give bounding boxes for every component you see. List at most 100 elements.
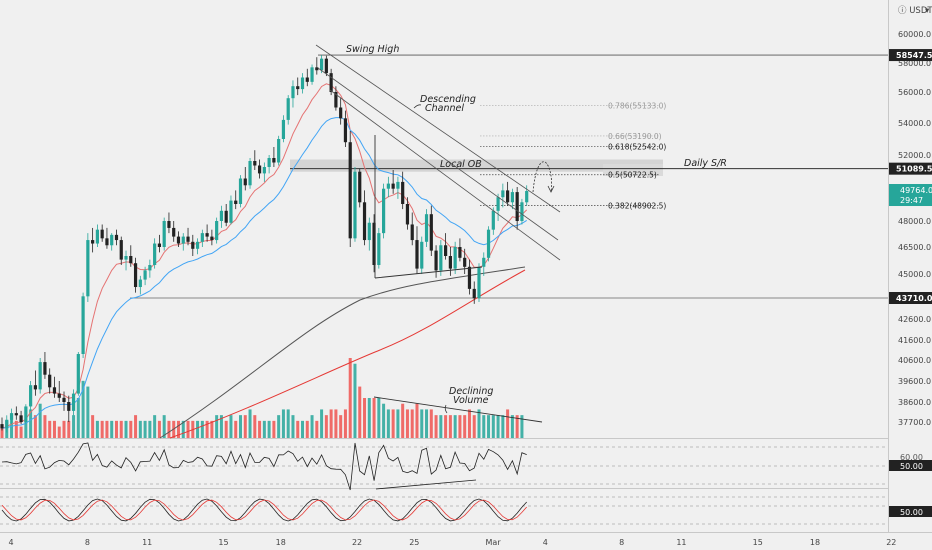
- volume-bar: [472, 415, 476, 438]
- volume-bar: [186, 420, 190, 438]
- price-tick-label: 37700.0: [898, 418, 931, 427]
- time-tick-label: 4: [9, 538, 14, 547]
- volume-bar: [339, 415, 343, 438]
- volume-bar: [105, 420, 109, 438]
- candle-body: [124, 256, 128, 260]
- volume-bar: [181, 420, 185, 438]
- candle-body: [100, 229, 104, 239]
- candle-body: [172, 227, 176, 237]
- time-tick-label: 8: [619, 538, 624, 547]
- volume-bar: [496, 415, 500, 438]
- volume-bar: [52, 420, 56, 438]
- volume-bar: [167, 420, 171, 438]
- candle-body: [191, 241, 195, 249]
- volume-bar: [358, 386, 362, 438]
- volume-bar: [453, 415, 457, 438]
- candle-body: [296, 86, 300, 90]
- volume-bar: [114, 420, 118, 438]
- volume-bar: [277, 415, 281, 438]
- volume-bar: [62, 420, 66, 438]
- candle-body: [95, 229, 99, 244]
- volume-bar: [110, 420, 114, 438]
- fib-label-zone: [603, 164, 663, 176]
- candle-body: [300, 77, 305, 90]
- volume-bar: [439, 415, 443, 438]
- volume-bar: [86, 386, 90, 438]
- descending-channel-label: Descending: [420, 94, 476, 105]
- candle-body: [391, 183, 395, 189]
- volume-bar: [320, 409, 324, 438]
- time-tick-label: 8: [85, 538, 90, 547]
- stoch-value-badge: [889, 506, 932, 517]
- candle-body: [186, 236, 190, 242]
- volume-bar: [29, 409, 33, 438]
- price-level-badge: [889, 292, 932, 304]
- local-ob-label: Local OB: [440, 159, 482, 170]
- candle-body: [324, 58, 328, 74]
- volume-bar: [176, 420, 180, 438]
- price-tick-label: 45000.0: [898, 270, 931, 279]
- volume-bar: [205, 420, 209, 438]
- candle-body: [463, 257, 467, 267]
- candle-body: [38, 362, 42, 390]
- candle-body: [114, 234, 119, 241]
- volume-bar: [467, 409, 471, 438]
- candle-body: [382, 188, 386, 234]
- candle-body: [33, 385, 37, 390]
- candle-body: [415, 240, 419, 269]
- volume-bar: [401, 403, 405, 438]
- fib-level-label: 0.66(53190.0): [608, 132, 662, 141]
- candle-body: [315, 67, 319, 71]
- channel-label-arrow: [413, 104, 422, 109]
- volume-bar: [267, 420, 271, 438]
- price-level-badge: [889, 162, 932, 175]
- volume-bar: [67, 420, 71, 438]
- candle-body: [229, 200, 233, 223]
- candle-body: [162, 221, 166, 247]
- candle-body: [277, 139, 281, 163]
- channel-lower-line: [329, 89, 561, 261]
- candle-body: [238, 178, 243, 204]
- ma-long-line: [159, 266, 526, 439]
- volume-bar: [520, 415, 524, 438]
- candle-body: [181, 236, 185, 244]
- candle-body: [253, 161, 257, 166]
- candle-body: [372, 222, 376, 265]
- volume-bar: [200, 420, 204, 438]
- volume-bar: [134, 415, 138, 438]
- candle-body: [14, 413, 18, 416]
- volume-bar: [343, 409, 347, 438]
- candle-body: [362, 202, 367, 241]
- candle-body: [448, 256, 452, 269]
- time-tick-label: 18: [810, 538, 820, 547]
- currency-dropdown-icon[interactable]: ▾: [925, 6, 930, 16]
- price-tick-label: 52000.0: [898, 151, 931, 160]
- rsi-value-text: 50.00: [900, 462, 923, 471]
- volume-bar: [377, 398, 381, 438]
- price-tick-label: 54000.0: [898, 119, 931, 128]
- candle-body: [319, 58, 324, 71]
- candle-body: [167, 221, 171, 228]
- candle-body: [453, 247, 457, 269]
- volume-bar: [477, 409, 481, 438]
- volume-bar: [215, 415, 219, 438]
- rsi-level-60: 60.00: [900, 453, 923, 462]
- price-level-badge-text: 58547.5: [896, 51, 932, 60]
- volume-bar: [24, 420, 28, 438]
- swing-high-label: Swing High: [346, 44, 399, 55]
- volume-bar: [515, 415, 519, 438]
- volume-bar: [315, 420, 319, 438]
- candle-body: [205, 233, 209, 237]
- volume-bar: [353, 363, 357, 438]
- volume-bar: [501, 415, 505, 438]
- volume-bar: [138, 420, 142, 438]
- volume-bar: [72, 415, 76, 438]
- volume-bar: [363, 398, 367, 438]
- volume-bar: [291, 415, 295, 438]
- volume-bar: [129, 420, 133, 438]
- declining-volume-label: Declining: [449, 386, 493, 397]
- volume-bar: [429, 409, 433, 438]
- candle-body: [138, 279, 142, 288]
